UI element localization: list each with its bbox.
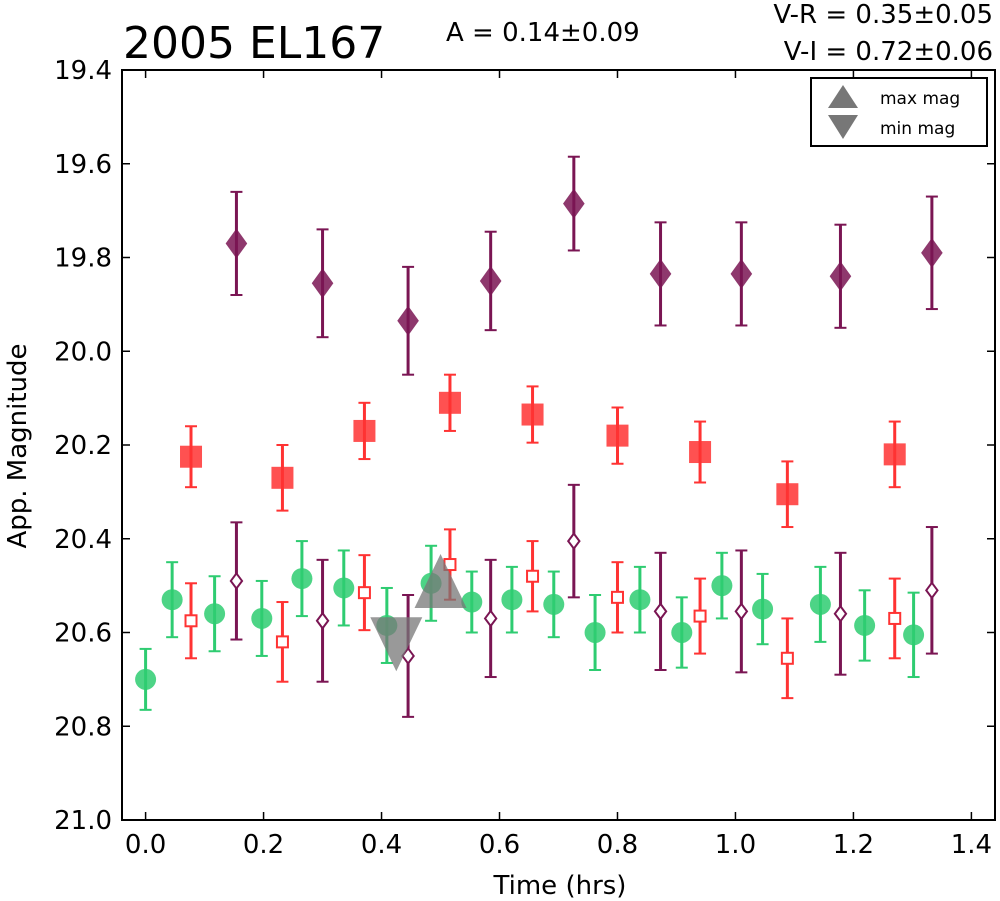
x-tick-label: 1.4 [951,830,992,860]
data-point-square-open [275,635,289,649]
data-point-circle [629,589,651,611]
x-tick-label: 0.4 [361,830,402,860]
data-point-square [521,403,544,426]
data-point-circle [204,603,226,625]
axis-ticks: 0.0 0.2 0.4 0.6 0.8 1.0 1.2 1.4 19.4 19.6 19.8 20.0… [54,56,995,860]
data-point-diamond [649,258,672,289]
data-point-square-open [184,614,198,628]
data-point-diamond [225,228,248,259]
data-point-circle [501,589,523,611]
chart-title: 2005 EL167 [123,18,385,69]
y-tick-label: 20.2 [54,431,112,461]
min-mag-marker [370,617,423,672]
data-point-diamond-open [483,609,498,628]
data-point-diamond-open [315,611,330,630]
data-point-diamond [397,305,419,336]
data-point-square-open [610,590,624,604]
data-point-diamond [479,265,502,296]
data-point-diamond-open [734,602,749,621]
legend-min-mag-label: min mag [880,119,955,139]
data-point-circle [752,598,774,620]
data-point-diamond-open [653,602,668,621]
data-point-square [180,445,203,468]
data-point-circle [711,575,733,597]
y-tick-label: 20.8 [54,712,112,742]
data-point-circle [854,614,876,636]
max-mag-marker [414,553,467,608]
extrema-markers [370,553,467,672]
data-point-circle [809,593,831,615]
y-tick-label: 20.6 [54,619,112,649]
y-tick-label: 20.0 [54,337,112,367]
y-tick-label: 19.8 [54,244,112,274]
data-point-diamond-open [229,571,244,591]
data-point-circle [584,622,606,643]
error-bars [139,155,938,718]
data-markers [135,188,943,690]
data-point-square [438,391,461,414]
legend-max-mag-label: max mag [880,89,960,109]
data-point-circle [251,607,273,629]
data-point-circle [135,668,157,690]
data-point-diamond [563,188,585,219]
data-point-circle [903,624,925,646]
plot-frame [121,69,996,821]
data-point-square [689,441,712,464]
legend-max-mag-marker [828,85,858,108]
x-tick-label: 1.2 [833,830,874,860]
data-point-circle [333,577,355,599]
y-tick-label: 21.0 [54,806,112,836]
data-point-circle [461,591,483,613]
data-point-square-open [780,651,794,665]
v-i-annotation: V-I = 0.72±0.06 [784,37,993,67]
amplitude-annotation: A = 0.14±0.09 [446,18,640,48]
y-tick-label: 20.4 [54,525,112,555]
data-point-circle [161,589,183,611]
data-point-square [883,443,906,466]
data-point-square [606,424,629,447]
x-tick-label: 0.2 [243,830,284,860]
data-point-diamond-open [833,604,848,623]
data-point-circle [543,593,565,615]
data-point-square-open [888,611,902,625]
data-point-square [353,419,376,442]
data-point-circle [671,622,693,643]
data-point-diamond [311,268,334,299]
x-tick-label: 0.8 [597,830,638,860]
data-point-diamond [829,261,852,292]
data-point-diamond-open [566,531,581,551]
y-tick-label: 19.4 [54,56,112,86]
data-point-diamond-open [925,581,939,600]
x-axis-label: Time (hrs) [493,871,627,901]
legend-min-mag-marker [828,115,858,139]
data-point-square [271,466,294,489]
x-tick-label: 0.6 [479,830,520,860]
data-point-circle [291,568,313,590]
data-point-square-open [357,586,371,600]
x-tick-label: 0.0 [125,830,166,860]
y-tick-label: 19.6 [54,150,112,180]
data-point-diamond [921,237,943,268]
data-point-square-open [526,569,540,583]
data-point-diamond [730,258,753,289]
v-r-annotation: V-R = 0.35±0.05 [773,0,993,30]
y-axis-label: App. Magnitude [3,343,33,548]
data-point-square [776,483,799,506]
legend: max mag min mag [810,77,988,147]
data-point-square-open [693,609,707,623]
x-tick-label: 1.0 [715,830,756,860]
